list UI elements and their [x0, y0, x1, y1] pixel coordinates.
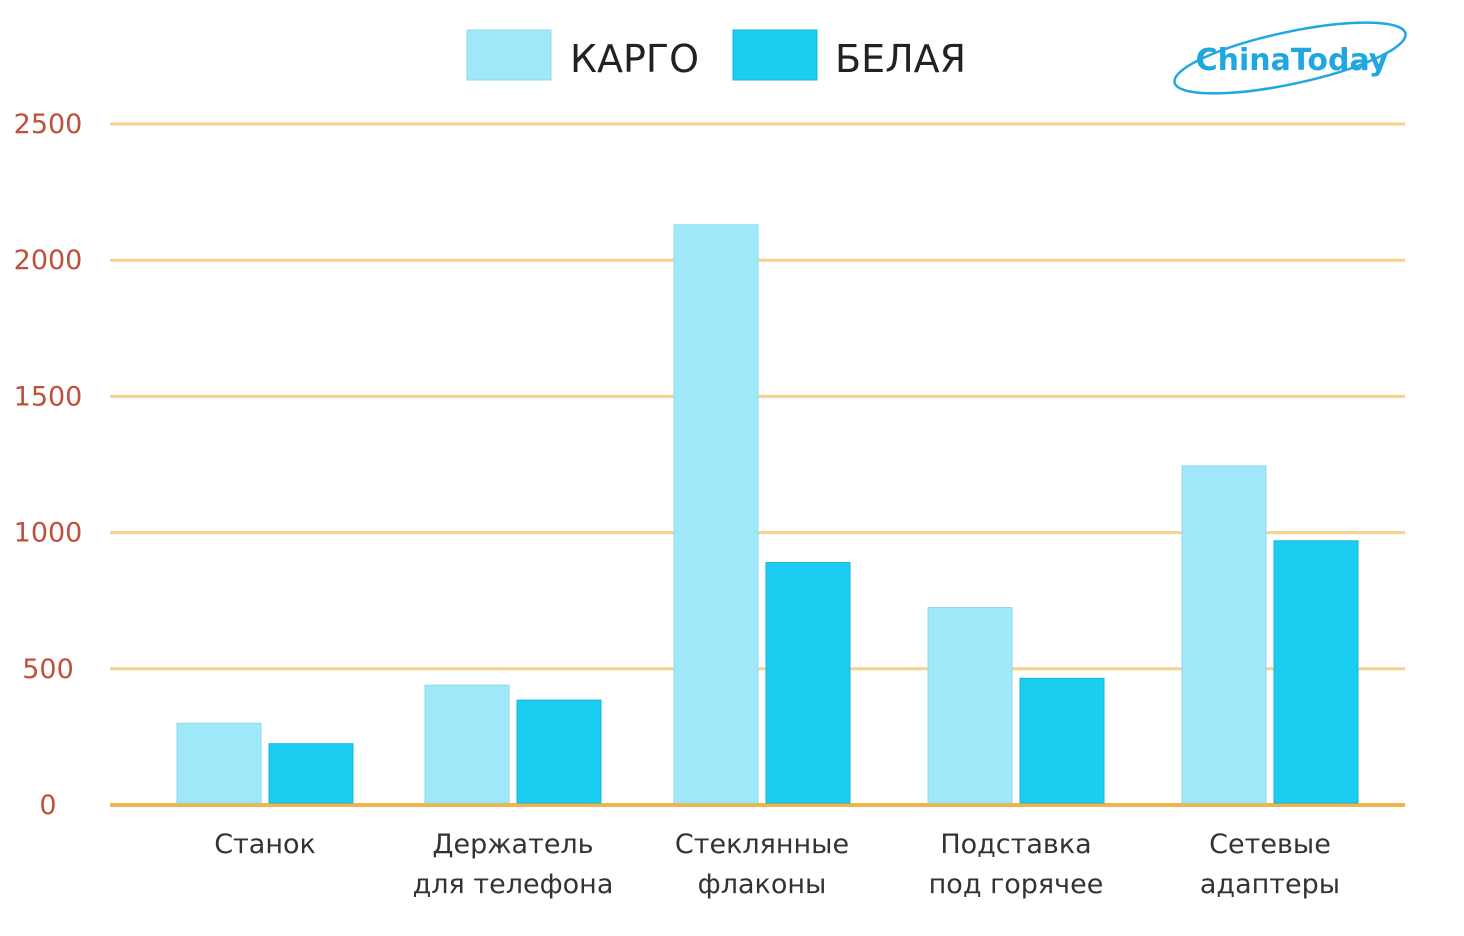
x-tick-label: флаконы [698, 869, 827, 900]
bar-cargo-0 [176, 722, 262, 804]
bar-cargo-1 [424, 684, 510, 804]
legend-label-white: БЕЛАЯ [835, 37, 966, 81]
x-tick-label: Держатель [432, 829, 593, 860]
china-today-logo: ChinaToday [1173, 21, 1407, 95]
legend-swatch-cargo [466, 29, 552, 81]
bar-cargo-2 [673, 224, 759, 804]
bar-white-1 [516, 699, 602, 804]
x-tick-label: Сетевые [1209, 829, 1331, 860]
legend-label-cargo: КАРГО [570, 37, 699, 81]
logo-text: ChinaToday [1196, 43, 1389, 78]
y-tick-label: 2000 [14, 245, 83, 276]
x-tick-label: адаптеры [1200, 869, 1340, 900]
x-axis-labels: Станок Держатель для телефона Стеклянные фла… [214, 829, 1340, 900]
bar-white-0 [268, 743, 354, 804]
y-tick-label: 500 [22, 654, 74, 685]
y-tick-label: 0 [39, 790, 56, 821]
bars [176, 224, 1359, 804]
legend: КАРГО БЕЛАЯ [466, 29, 966, 81]
bar-white-2 [765, 562, 851, 804]
bar-cargo-4 [1181, 465, 1267, 804]
x-tick-label: для телефона [413, 869, 614, 900]
x-tick-label: под горячее [929, 869, 1104, 900]
logo-orbit-icon [1173, 21, 1407, 95]
bar-white-3 [1019, 677, 1105, 804]
x-tick-label: Стеклянные [675, 829, 849, 860]
bar-cargo-3 [927, 607, 1013, 804]
y-axis-ticks: 0 500 1000 1500 2000 2500 [14, 109, 83, 821]
y-tick-label: 1500 [14, 381, 83, 412]
bar-white-4 [1273, 540, 1359, 804]
y-tick-label: 1000 [14, 518, 83, 549]
y-tick-label: 2500 [14, 109, 83, 140]
legend-swatch-white [732, 29, 818, 81]
x-tick-label: Подставка [940, 829, 1091, 860]
x-tick-label: Станок [214, 829, 316, 860]
